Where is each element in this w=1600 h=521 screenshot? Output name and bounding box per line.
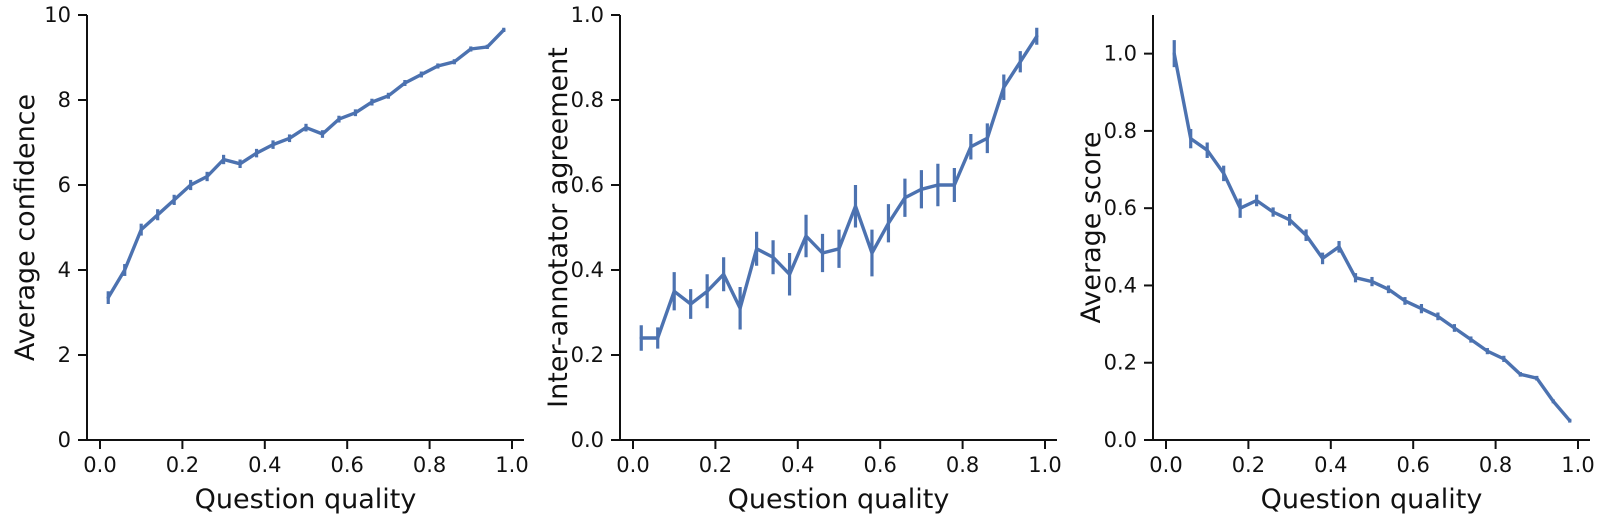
- y-tick-label: 6: [58, 173, 71, 197]
- x-tick-label: 1.0: [1561, 453, 1594, 477]
- x-tick-label: 0.2: [1232, 453, 1265, 477]
- x-tick-label: 0.6: [330, 453, 363, 477]
- y-tick-label: 0.2: [1104, 351, 1137, 375]
- y-axis-label: Average confidence: [10, 94, 41, 361]
- y-tick-label: 4: [58, 258, 71, 282]
- x-tick-label: 0.2: [699, 453, 732, 477]
- data-series-line: [106, 28, 506, 300]
- x-tick-label: 0.0: [616, 453, 649, 477]
- x-tick-label: 0.8: [413, 453, 446, 477]
- y-tick-label: 0.8: [571, 88, 604, 112]
- panel-average-score: 0.0 0.2 0.4 0.6 0.8 1.0 0.0 0.2 0.4 0.6 0.8 1.0 Ques…: [1066, 0, 1599, 521]
- average-score-chart: 0.0 0.2 0.4 0.6 0.8 1.0 0.0 0.2 0.4 0.6 0.8 1.0 Ques…: [1076, 15, 1595, 515]
- y-tick-label: 0.6: [571, 173, 604, 197]
- inter-annotator-agreement-chart: 0.0 0.2 0.4 0.6 0.8 1.0 0.0 0.2 0.4 0.6 0.8 1.0 Ques…: [543, 3, 1062, 515]
- x-axis-label: Question quality: [728, 484, 950, 515]
- x-tick-label: 0.8: [946, 453, 979, 477]
- data-series-line: [639, 34, 1039, 340]
- y-axis-label: Inter-annotator agreement: [543, 47, 574, 408]
- average-confidence-chart: 0.0 0.2 0.4 0.6 0.8 1.0 0 2 4 6 8 10 Question qualit…: [10, 3, 529, 515]
- x-tick-label: 0.0: [1149, 453, 1182, 477]
- x-tick-label: 0.6: [1396, 453, 1429, 477]
- x-tick-label: 0.0: [83, 453, 116, 477]
- panel-inter-annotator-agreement: 0.0 0.2 0.4 0.6 0.8 1.0 0.0 0.2 0.4 0.6 0.8 1.0 Ques…: [533, 0, 1066, 521]
- x-axis-label: Question quality: [195, 484, 417, 515]
- y-tick-label: 1.0: [571, 3, 604, 27]
- panel-average-confidence: 0.0 0.2 0.4 0.6 0.8 1.0 0 2 4 6 8 10 Question qualit…: [0, 0, 533, 521]
- x-tick-label: 0.6: [863, 453, 896, 477]
- x-tick-label: 0.4: [781, 453, 814, 477]
- y-tick-label: 0: [58, 428, 71, 452]
- y-tick-label: 0.4: [571, 258, 604, 282]
- x-tick-label: 0.4: [248, 453, 281, 477]
- data-series-line: [1172, 51, 1572, 423]
- y-tick-label: 0.0: [1104, 428, 1137, 452]
- y-tick-label: 0.0: [571, 428, 604, 452]
- y-tick-label: 10: [44, 3, 71, 27]
- y-tick-label: 0.6: [1104, 196, 1137, 220]
- y-axis-label: Average score: [1076, 131, 1107, 323]
- y-tick-label: 1.0: [1104, 42, 1137, 66]
- x-tick-label: 0.2: [166, 453, 199, 477]
- x-axis-label: Question quality: [1261, 484, 1483, 515]
- x-tick-label: 1.0: [1028, 453, 1061, 477]
- y-tick-label: 0.8: [1104, 119, 1137, 143]
- y-tick-label: 8: [58, 88, 71, 112]
- y-tick-label: 0.4: [1104, 273, 1137, 297]
- x-tick-label: 0.8: [1479, 453, 1512, 477]
- y-tick-label: 2: [58, 343, 71, 367]
- x-tick-label: 0.4: [1314, 453, 1347, 477]
- x-tick-label: 1.0: [495, 453, 528, 477]
- y-tick-label: 0.2: [571, 343, 604, 367]
